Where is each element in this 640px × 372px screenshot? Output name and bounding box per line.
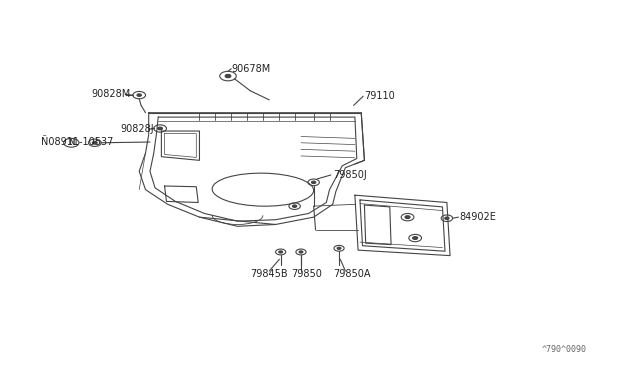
Text: 79850: 79850 [291,269,323,279]
Circle shape [405,216,410,219]
Circle shape [92,141,97,144]
Text: 79845B: 79845B [250,269,288,279]
Text: 79850A: 79850A [333,269,370,279]
Text: 90828J: 90828J [120,124,154,134]
Circle shape [157,127,163,130]
Circle shape [299,251,303,253]
Circle shape [337,247,341,249]
Circle shape [292,205,297,208]
Text: 79850J: 79850J [333,170,367,180]
Text: Ñ08911-10537: Ñ08911-10537 [41,137,113,147]
Circle shape [413,237,418,240]
Circle shape [225,74,231,78]
Circle shape [279,251,283,253]
Circle shape [312,181,316,184]
Text: 79110: 79110 [364,91,395,101]
Circle shape [445,217,449,219]
Text: ^790^0090: ^790^0090 [542,344,587,353]
Text: N: N [68,138,74,147]
Text: 90828M: 90828M [92,89,131,99]
Text: 84902E: 84902E [460,212,497,222]
Text: 90678M: 90678M [231,64,271,74]
Circle shape [137,94,141,96]
